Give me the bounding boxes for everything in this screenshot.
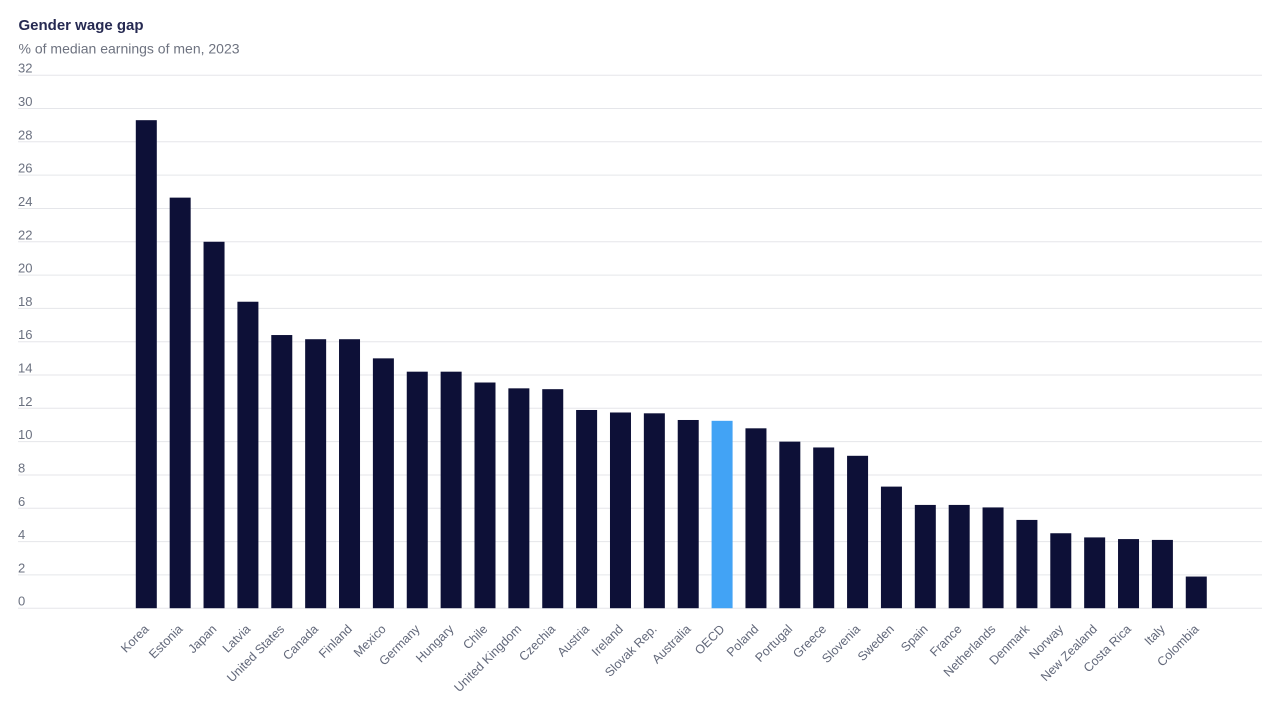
- svg-text:6: 6: [18, 494, 25, 509]
- svg-text:18: 18: [18, 294, 32, 309]
- svg-text:30: 30: [18, 94, 32, 109]
- svg-text:Gender wage gap: Gender wage gap: [19, 17, 144, 34]
- svg-text:4: 4: [18, 527, 25, 542]
- svg-text:26: 26: [18, 161, 32, 176]
- svg-text:14: 14: [18, 361, 32, 376]
- svg-text:24: 24: [18, 194, 32, 209]
- svg-text:28: 28: [18, 127, 32, 142]
- svg-text:32: 32: [18, 61, 32, 76]
- svg-text:22: 22: [18, 227, 32, 242]
- svg-text:0: 0: [18, 594, 25, 609]
- svg-text:12: 12: [18, 394, 32, 409]
- svg-text:2: 2: [18, 560, 25, 575]
- svg-text:16: 16: [18, 327, 32, 342]
- svg-text:10: 10: [18, 427, 32, 442]
- svg-text:20: 20: [18, 261, 32, 276]
- svg-text:8: 8: [18, 461, 25, 476]
- svg-text:% of median earnings of men, 2: % of median earnings of men, 2023: [19, 41, 240, 57]
